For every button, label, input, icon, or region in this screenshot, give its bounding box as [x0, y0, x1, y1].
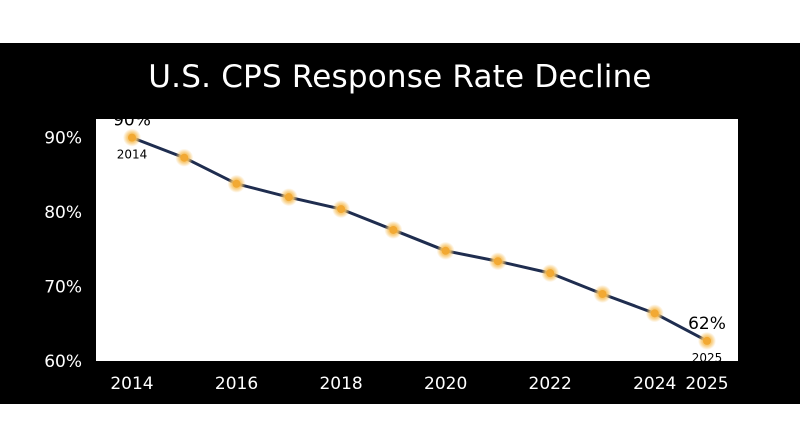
x-tick-label: 2024 — [633, 374, 676, 394]
x-tick-label: 2025 — [685, 374, 728, 394]
series-line — [130, 136, 709, 343]
data-point-marker — [389, 225, 398, 234]
data-point — [593, 284, 612, 303]
data-point-marker — [337, 205, 346, 214]
data-point — [436, 241, 455, 260]
data-point — [488, 252, 507, 271]
y-tick-label: 90% — [44, 129, 82, 149]
data-point-marker — [232, 179, 241, 188]
x-tick-label: 2014 — [110, 374, 153, 394]
data-point — [541, 264, 560, 283]
data-point-marker — [546, 269, 555, 278]
x-tick-label: 2020 — [424, 374, 467, 394]
data-point-marker — [128, 133, 136, 142]
data-point-marker — [180, 153, 189, 162]
data-point-marker — [598, 289, 607, 298]
x-tick-label: 2022 — [529, 374, 572, 394]
data-point-marker — [493, 257, 502, 266]
y-axis-ticks: 60% 70% 80% 90% — [44, 129, 82, 372]
marker-layer — [123, 128, 716, 350]
annotation-year: 2014 — [117, 148, 148, 162]
data-point — [384, 220, 403, 239]
data-point-marker — [650, 309, 659, 318]
data-point — [123, 128, 141, 147]
y-tick-label: 80% — [44, 203, 82, 223]
data-point-marker — [703, 336, 711, 345]
x-tick-label: 2016 — [215, 374, 258, 394]
annotation-value: 62% — [688, 314, 726, 334]
data-point — [227, 174, 246, 193]
y-tick-label: 70% — [44, 278, 82, 298]
series-layer — [130, 136, 709, 343]
data-point — [175, 148, 194, 167]
data-point — [645, 304, 664, 323]
x-axis-ticks: 2014 2016 2018 2020 2022 2024 2025 — [110, 374, 728, 394]
annotation-value: 90% — [113, 111, 151, 131]
data-point — [332, 200, 351, 219]
x-tick-label: 2018 — [319, 374, 362, 394]
y-tick-label: 60% — [44, 352, 82, 372]
chart-title: U.S. CPS Response Rate Decline — [148, 59, 652, 95]
annotation-layer: 90% 2014 62% 2025 — [113, 111, 726, 365]
data-point-marker — [441, 246, 450, 255]
data-point — [279, 188, 298, 207]
annotation-year: 2025 — [692, 351, 723, 365]
data-point — [698, 331, 716, 350]
data-point-marker — [284, 193, 293, 202]
